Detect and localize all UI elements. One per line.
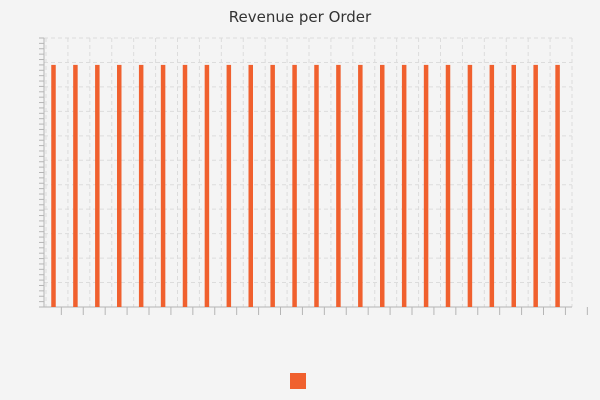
bar — [138, 64, 144, 308]
bar — [314, 64, 319, 308]
bar — [423, 64, 429, 308]
bar — [358, 64, 363, 308]
bar — [73, 64, 78, 308]
bar — [380, 64, 385, 308]
bar — [555, 64, 560, 308]
bar — [336, 64, 341, 308]
bar — [182, 64, 188, 308]
bar — [95, 64, 100, 308]
bar — [489, 64, 495, 308]
bar — [270, 64, 275, 308]
legend-swatch — [290, 373, 306, 389]
grid-layer — [44, 37, 573, 308]
chart-title: Revenue per Order — [228, 8, 372, 26]
bar-layer — [51, 64, 560, 308]
bar — [117, 64, 122, 308]
bar — [533, 64, 538, 308]
bar — [160, 64, 166, 308]
bar — [292, 64, 297, 308]
bar — [226, 64, 232, 308]
bar — [51, 64, 56, 308]
axis-layer — [39, 37, 588, 315]
bar — [511, 64, 516, 308]
bar — [204, 64, 210, 308]
bar — [467, 64, 473, 308]
legend[interactable] — [285, 366, 315, 396]
bar — [401, 64, 407, 308]
bar — [445, 64, 451, 308]
bar — [248, 64, 253, 308]
